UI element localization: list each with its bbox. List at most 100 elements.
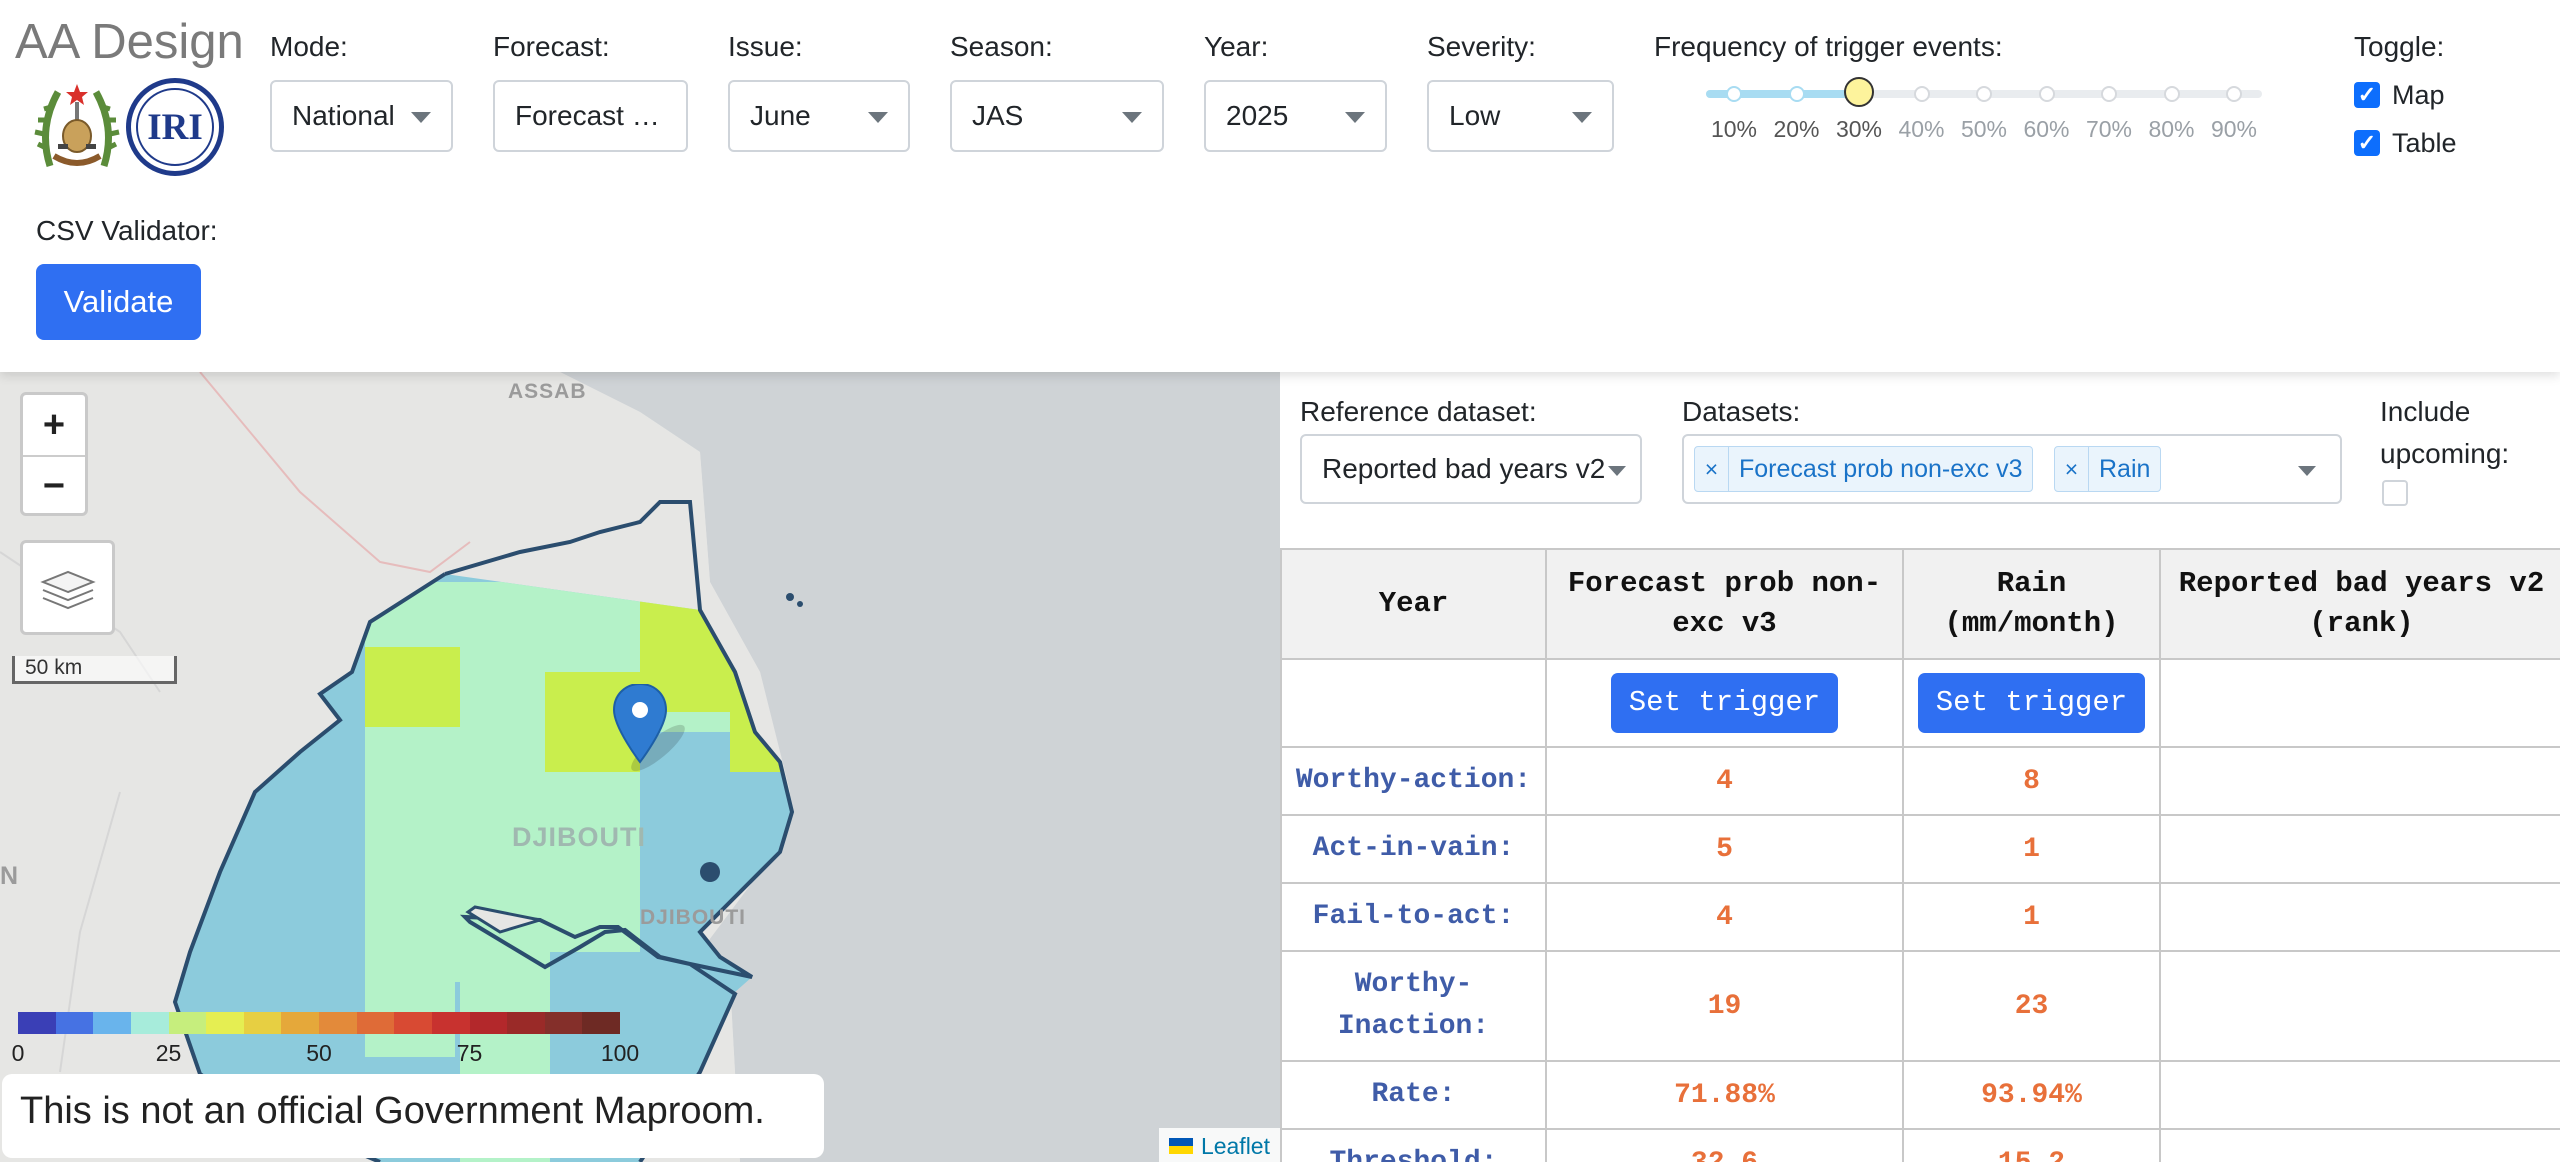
column-header: Rain (mm/month) <box>1902 548 2161 660</box>
table-cell: 71.88% <box>1545 1060 1904 1130</box>
include-upcoming-checkbox[interactable] <box>2382 480 2408 506</box>
colorbar-swatch <box>168 1012 207 1034</box>
layers-icon <box>39 570 96 609</box>
slider-tick[interactable] <box>2101 86 2117 102</box>
colorbar-swatch <box>130 1012 169 1034</box>
row-label: Worthy-Inaction: <box>1280 950 1547 1062</box>
metrics-table: Year Forecast prob non-exc v3 Rain (mm/m… <box>1280 548 2560 1162</box>
table-toggle-label: Table <box>2392 127 2457 158</box>
reference-dataset-value: Reported bad years v2 <box>1322 453 1606 484</box>
datasets-label: Datasets: <box>1682 396 1801 427</box>
colorbar-swatch <box>281 1012 319 1034</box>
checkbox-checked-icon[interactable]: ✓ <box>2354 130 2380 156</box>
slider-tick[interactable] <box>2038 86 2055 102</box>
set-trigger-button[interactable]: Set trigger <box>1917 673 2146 733</box>
reference-dataset-select[interactable]: Reported bad years v2 <box>1300 434 1642 504</box>
djibouti-emblem-logo <box>28 78 126 176</box>
chevron-down-icon[interactable] <box>2298 466 2316 476</box>
colorbar-swatch <box>582 1012 620 1034</box>
slider-tick-label: 60% <box>2023 116 2070 142</box>
slider-tick-label: 40% <box>1898 116 1945 142</box>
datasets-multiselect[interactable]: × Forecast prob non-exc v3 × Rain <box>1682 434 2342 504</box>
include-upcoming-label-2: upcoming: <box>2380 438 2510 469</box>
forecast-label: Forecast: <box>493 31 610 62</box>
map-view[interactable]: ASSAB DJIBOUTI DJIBOUTI N + − 50 km 0 25 5… <box>0 372 1280 1162</box>
remove-chip-icon[interactable]: × <box>2055 447 2089 491</box>
zoom-out-button[interactable]: − <box>23 455 85 515</box>
map-marker-icon[interactable] <box>612 684 698 784</box>
slider-tick-label: 70% <box>2085 116 2133 142</box>
csv-validator-label: CSV Validator: <box>36 215 218 246</box>
results-panel: Reference dataset: Reported bad years v2… <box>1280 372 2560 1162</box>
table-cell: 8 <box>1902 746 2161 816</box>
dataset-chip: × Rain <box>2054 446 2162 492</box>
table-cell <box>2159 814 2560 884</box>
slider-tick[interactable] <box>1788 86 1805 102</box>
season-value: JAS <box>972 100 1024 131</box>
leaflet-link[interactable]: Leaflet <box>1200 1132 1270 1159</box>
mode-value: National <box>292 100 395 131</box>
slider-tick-label: 80% <box>2148 116 2195 142</box>
map-toggle[interactable]: ✓ Map <box>2354 79 2445 111</box>
layers-button[interactable] <box>20 540 115 635</box>
severity-select[interactable]: Low <box>1427 80 1614 152</box>
table-row: Act-in-vain: 5 1 <box>1280 814 2560 884</box>
row-label: Worthy-action: <box>1280 746 1547 816</box>
map-label-djibouti-country: DJIBOUTI <box>512 822 647 852</box>
slider-tick[interactable] <box>2226 86 2242 102</box>
table-toggle[interactable]: ✓ Table <box>2354 127 2457 159</box>
slider-tick[interactable] <box>2163 86 2180 102</box>
ukraine-flag-icon <box>1168 1138 1193 1154</box>
mode-select[interactable]: National <box>270 80 453 152</box>
column-header: Reported bad years v2 (rank) <box>2159 548 2560 660</box>
slider-handle[interactable] <box>1844 77 1874 107</box>
dataset-chip-label: Forecast prob non-exc v3 <box>1739 454 2023 483</box>
table-cell: 15.2 <box>1902 1128 2161 1162</box>
colorbar-swatch <box>394 1012 432 1034</box>
map-basemap <box>0 372 1280 1162</box>
table-cell: 23 <box>1902 950 2161 1062</box>
colorbar-swatch <box>544 1012 583 1034</box>
chevron-down-icon <box>1345 112 1365 123</box>
zoom-in-button[interactable]: + <box>42 403 66 446</box>
validate-button[interactable]: Validate <box>36 264 201 340</box>
colorbar-swatch <box>319 1012 357 1034</box>
colorbar-swatch <box>507 1012 545 1034</box>
table-cell: 4 <box>1545 746 1904 816</box>
slider-tick-label: 30% <box>1835 116 1883 142</box>
severity-value: Low <box>1449 100 1501 131</box>
leaflet-attribution[interactable]: Leaflet <box>1158 1128 1280 1162</box>
reference-dataset-label: Reference dataset: <box>1300 396 1537 427</box>
forecast-select[interactable]: Forecast … <box>493 80 688 152</box>
map-label-edge: N <box>0 862 20 890</box>
colorbar-swatch <box>469 1012 508 1034</box>
table-row: Rate: 71.88% 93.94% <box>1280 1060 2560 1130</box>
app-title: AA Design <box>15 15 244 69</box>
table-cell: 93.94% <box>1902 1060 2161 1130</box>
colorbar-swatch <box>431 1012 470 1034</box>
issue-select[interactable]: June <box>728 80 910 152</box>
slider-fill <box>1706 90 1859 98</box>
slider-tick[interactable] <box>1726 86 1742 102</box>
row-label: Act-in-vain: <box>1280 814 1547 884</box>
severity-label: Severity: <box>1427 31 1536 62</box>
colorbar-swatch <box>18 1012 56 1034</box>
slider-tick[interactable] <box>1976 86 1992 102</box>
set-trigger-button[interactable]: Set trigger <box>1610 673 1839 733</box>
table-cell <box>2159 882 2560 952</box>
table-cell <box>2159 1128 2560 1162</box>
toggle-label: Toggle: <box>2354 31 2445 62</box>
year-select[interactable]: 2025 <box>1204 80 1387 152</box>
frequency-slider[interactable] <box>1706 77 2262 107</box>
remove-chip-icon[interactable]: × <box>1695 447 1729 491</box>
slider-tick-label: 50% <box>1960 116 2008 142</box>
map-colorbar <box>18 1012 620 1034</box>
row-label: Rate: <box>1280 1060 1547 1130</box>
issue-value: June <box>750 100 811 131</box>
chevron-down-icon <box>411 112 431 123</box>
slider-tick[interactable] <box>1913 86 1930 102</box>
season-select[interactable]: JAS <box>950 80 1164 152</box>
issue-label: Issue: <box>728 31 803 62</box>
checkbox-checked-icon[interactable]: ✓ <box>2354 82 2380 108</box>
zoom-control: + − <box>20 392 88 516</box>
